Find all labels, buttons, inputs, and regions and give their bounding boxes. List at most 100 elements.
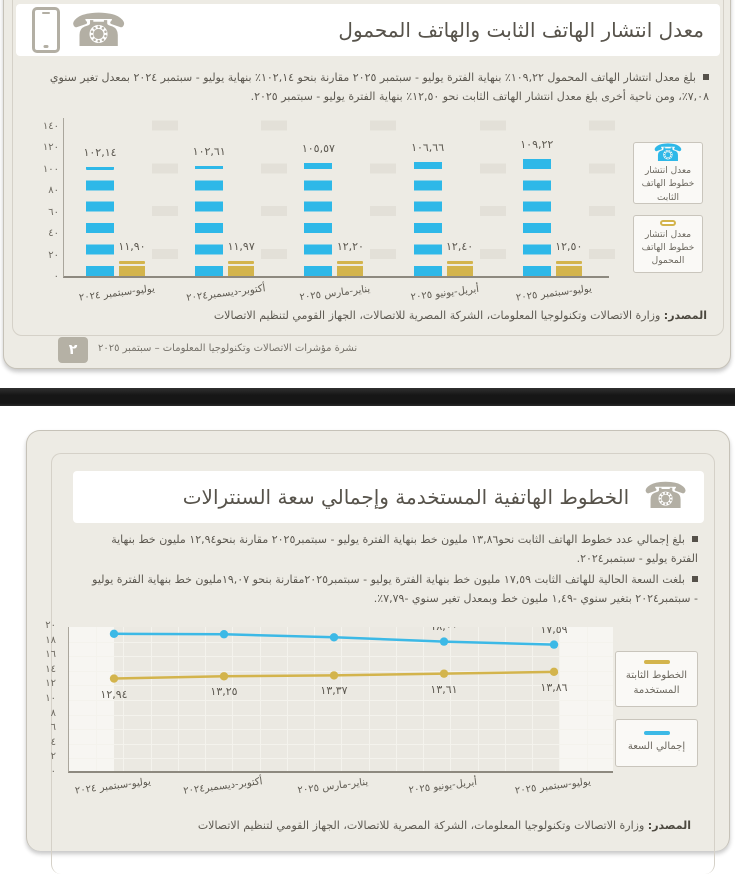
- legend-mobile-phone: معدل انتشار خطوط الهاتف المحمول: [633, 215, 703, 273]
- x-axis-category-label: يناير-مارس ٢٠٢٥: [299, 283, 372, 304]
- telephone-icon: ☎: [653, 139, 683, 168]
- y-axis-tick-label: ٠: [50, 766, 56, 777]
- vertical-gridline: [205, 627, 206, 771]
- mobile-rate-bar: [195, 166, 224, 276]
- horizontal-gridline: [69, 641, 613, 643]
- data-point-marker: [549, 640, 559, 649]
- vertical-gridline: [477, 627, 479, 771]
- mobile-rate-bar: [522, 158, 551, 276]
- page-bottom: ☎ الخطوط الهاتفية المستخدمة وإجمالي سعة …: [26, 430, 730, 874]
- vertical-gridline: [450, 627, 452, 771]
- legend-label: الخطوط الثابتة المستخدمة: [625, 670, 688, 696]
- vertical-gridline: [177, 627, 179, 771]
- horizontal-gridline: [69, 670, 613, 672]
- y-axis-tick-label: ٢٠: [45, 620, 56, 631]
- vertical-gridline: [504, 627, 506, 771]
- fixed-rate-value-label: ١١,٩٠: [118, 240, 146, 254]
- legend-label: معدل انتشار خطوط الهاتف المحمول: [641, 229, 695, 266]
- source-line: المصدر: وزارة الاتصالات وتكنولوجيا المعل…: [198, 819, 691, 832]
- y-axis-tick-label: ٦: [50, 722, 56, 734]
- line-chart-plot: ١٩,٠٧١٩,٠١١٨,٥٩١٨,٠٠١٧,٥٩١٢,٩٤١٣,٢٥١٣,٣٧…: [68, 627, 613, 773]
- legend-label: معدل انتشار خطوط الهاتف الثابت: [641, 166, 695, 203]
- grid-dash-column: [479, 116, 506, 276]
- y-axis-tick-label: ٢: [50, 751, 56, 763]
- source-text: وزارة الاتصالات وتكنولوجيا المعلومات، ال…: [213, 309, 664, 322]
- horizontal-gridline: [69, 743, 613, 745]
- x-axis-category-label: يناير-مارس ٢٠٢٥: [297, 776, 369, 797]
- y-axis-tick-label: ١٦: [45, 649, 56, 661]
- bar-chart-plot: ١٠٢,١٤ ١١,٩٠ ١٠٢,٦١ ١١,٩٧ ١٠٥,٥٧ ١٢,٢٠ ١٠٦,٦٦ ١…: [63, 116, 615, 278]
- x-axis-category-label: أبريل-يونيو ٢٠٢٥: [408, 776, 478, 797]
- horizontal-gridline: [69, 758, 613, 760]
- y-axis-tick-label: ٨٠: [48, 185, 59, 197]
- x-axis-category-label: يوليو-سبتمبر ٢٠٢٥: [515, 283, 593, 304]
- data-point-marker: [329, 633, 339, 642]
- bar-value-cap: [413, 161, 442, 165]
- bar-value-cap: [86, 166, 114, 170]
- top-header-bar: معدل انتشار الهاتف الثابت والهاتف المحمو…: [16, 4, 720, 56]
- vertical-gridline: [314, 627, 315, 771]
- telephone-icon: ☎: [70, 3, 128, 57]
- vertical-gridline: [423, 627, 424, 771]
- vertical-gridline: [559, 627, 561, 771]
- bottom-chart-panel: [51, 453, 715, 874]
- mobile-speaker: [42, 12, 50, 14]
- fixed-rate-bar: [228, 261, 255, 276]
- source-text: وزارة الاتصالات وتكنولوجيا المعلومات، ال…: [197, 819, 648, 832]
- bulletin-footer: نشرة مؤشرات الاتصالات وتكنولوجيا المعلوم…: [98, 343, 358, 354]
- y-axis-tick-label: ١٤٠: [42, 121, 59, 132]
- y-axis-tick-label: ٤: [50, 736, 56, 748]
- vertical-gridline: [341, 627, 343, 771]
- source-label: المصدر:: [647, 819, 691, 832]
- y-axis-tick-label: ١٠: [45, 693, 56, 704]
- data-point-marker: [329, 671, 339, 680]
- page-title: معدل انتشار الهاتف الثابت والهاتف المحمو…: [338, 18, 704, 42]
- line-chart: ٠٢٤٦٨١٠١٢١٤١٦١٨٢٠١٩,٠٧١٩,٠١١٨,٥٩١٨,٠٠١٧,…: [32, 620, 613, 827]
- plot-band-right: [559, 627, 613, 771]
- fixed-rate-bar: [446, 260, 473, 276]
- y-axis-tick-label: ١٨: [45, 634, 56, 646]
- bar-value-cap: [119, 261, 145, 265]
- fixed-rate-value-label: ١٢,٤٠: [446, 239, 474, 253]
- point-value-label: ١٣,٦١: [430, 682, 458, 696]
- x-axis-category-label: يوليو-سبتمبر ٢٠٢٤: [74, 776, 152, 797]
- y-axis-tick-label: ٨: [50, 707, 56, 719]
- bar-value-cap: [337, 260, 364, 264]
- x-axis-category-label: أبريل-يونيو ٢٠٢٥: [409, 283, 480, 304]
- x-axis-category-label: أكتوبر-ديسمبر٢٠٢٤: [185, 283, 267, 304]
- vertical-gridline: [232, 627, 234, 771]
- data-point-marker: [439, 637, 449, 646]
- horizontal-gridline: [69, 729, 613, 731]
- y-axis-tick-label: ٠: [53, 271, 59, 282]
- vertical-gridline: [286, 627, 288, 771]
- vertical-gridline: [532, 627, 533, 771]
- bullet-square: [692, 576, 698, 582]
- fixed-rate-bar: [337, 260, 364, 276]
- fixed-rate-value-label: ١٢,٢٠: [336, 239, 364, 253]
- vertical-gridline: [259, 627, 261, 771]
- plot-band-left: [69, 627, 114, 771]
- horizontal-gridline: [69, 685, 613, 687]
- point-value-label: ١٣,٨٦: [540, 680, 568, 694]
- blue-line-swatch: [643, 731, 670, 736]
- mobile-rate-value-label: ١٠٢,١٤: [83, 145, 117, 159]
- x-axis-category-label: أكتوبر-ديسمبر٢٠٢٤: [182, 776, 264, 797]
- y-axis-tick-label: ١٠٠: [42, 163, 59, 175]
- y-axis-tick-label: ١٢٠: [42, 142, 59, 154]
- page-top: معدل انتشار الهاتف الثابت والهاتف المحمو…: [3, 0, 731, 369]
- data-point-marker: [549, 667, 559, 677]
- legend-total-capacity: إجمالي السعة: [615, 719, 698, 767]
- vertical-gridline: [586, 627, 588, 771]
- grid-dash-column: [152, 116, 178, 276]
- capacity-bullet: بلغت السعة الحالية للهاتف الثابت ١٧,٥٩ م…: [86, 571, 698, 608]
- yellow-line-swatch: [643, 660, 670, 664]
- grid-dash-column: [588, 116, 615, 276]
- y-axis-tick-label: ٦٠: [48, 206, 59, 218]
- fixed-rate-value-label: ١٢,٥٠: [555, 239, 583, 253]
- y-axis-tick-label: ٤٠: [48, 228, 59, 240]
- line-series-svg: [109, 629, 559, 683]
- lines-bullet: بلغ إجمالي عدد خطوط الهاتف الثابت نحو١٣,…: [86, 531, 698, 568]
- top-chart-panel: [12, 0, 724, 336]
- vertical-gridline: [150, 627, 152, 771]
